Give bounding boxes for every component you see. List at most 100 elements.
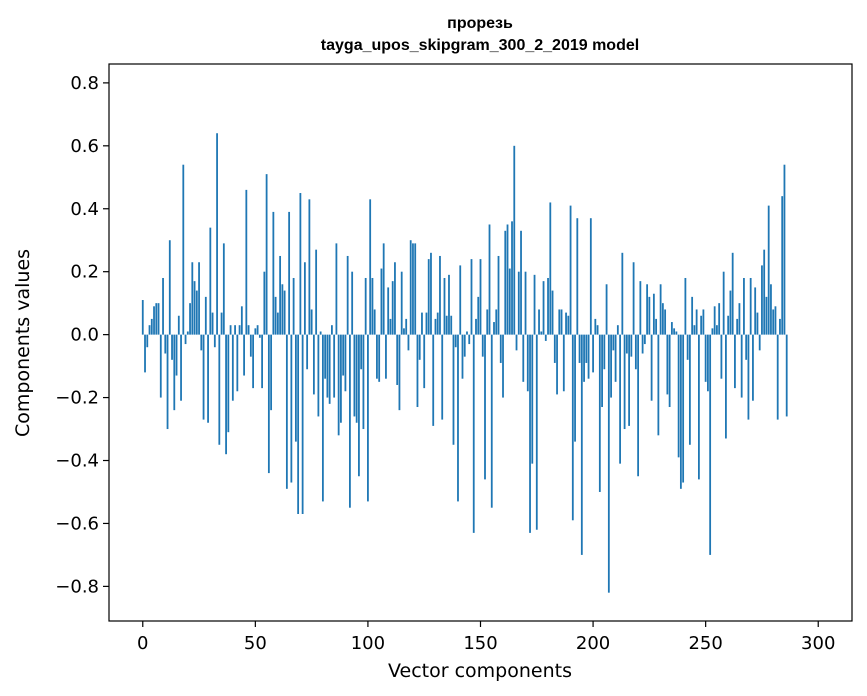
bar-75 [310,309,313,335]
bar-241 [684,277,687,335]
bar-221 [639,281,642,335]
bar-126 [425,312,428,335]
bar-8 [159,334,162,398]
bar-111 [391,281,394,335]
bar-147 [472,334,475,533]
bar-23 [193,281,196,335]
bar-177 [540,331,543,335]
bar-10 [164,334,167,354]
bar-229 [657,334,660,436]
bar-65 [288,211,291,335]
bar-200 [592,334,594,373]
bar-42 [236,334,239,392]
bar-171 [526,334,529,392]
bar-25 [198,262,200,335]
bar-180 [547,277,549,335]
bar-63 [283,290,286,335]
y-tick-label-8: 0.8 [70,73,99,94]
bar-242 [686,334,689,360]
bar-64 [285,334,288,489]
bar-257 [720,334,723,379]
bar-120 [412,243,414,335]
bar-136 [448,274,450,335]
bar-272 [754,287,757,335]
bar-197 [585,334,588,363]
x-axis-label: Vector components [388,660,572,682]
bar-100 [367,334,369,502]
bar-84 [331,325,333,335]
bar-148 [475,318,477,335]
bar-213 [621,252,624,335]
bar-4 [150,318,153,335]
bar-27 [202,334,205,420]
bar-263 [734,334,736,389]
bar-217 [630,334,633,357]
bar-262 [731,252,734,335]
bar-234 [668,334,671,408]
bar-265 [738,303,741,335]
bar-192 [574,334,576,442]
bar-107 [382,243,385,335]
bar-212 [619,334,621,464]
chart-subtitle: tayga_upos_skipgram_300_2_2019 model [321,37,639,54]
bar-202 [596,325,599,335]
bar-163 [508,268,511,335]
bar-67 [292,277,295,335]
bar-209 [612,334,615,351]
bar-44 [240,306,243,335]
bar-280 [772,309,775,335]
bar-78 [317,334,320,417]
bar-198 [587,334,590,379]
bar-38 [227,334,230,433]
bar-152 [484,334,486,480]
bar-158 [497,255,500,335]
bar-244 [691,296,694,335]
bar-166 [515,334,518,351]
bar-222 [641,334,644,354]
bar-21 [189,303,191,335]
bar-85 [333,334,336,398]
bar-141 [459,265,462,335]
bar-203 [598,334,601,492]
bar-31 [211,312,214,335]
bar-109 [387,287,390,335]
bar-135 [445,315,448,335]
bar-6 [155,303,158,335]
bar-33 [216,133,218,335]
bar-233 [666,334,669,395]
bar-183 [553,334,556,363]
bar-175 [535,334,538,530]
bar-46 [245,189,248,335]
bar-151 [481,334,484,357]
bar-132 [439,255,441,335]
plot-frame [108,63,853,622]
bar-259 [725,334,727,439]
bar-167 [517,271,520,335]
bar-57 [270,334,273,411]
x-tick-label-50: 50 [244,633,267,654]
bar-235 [670,322,673,335]
bar-261 [729,290,732,335]
bar-283 [779,318,781,335]
bar-170 [524,271,527,335]
bar-41 [234,325,236,335]
bar-232 [664,309,667,335]
x-tick-label-100: 100 [351,633,385,654]
bar-247 [698,334,700,480]
x-tick-label-300: 300 [801,633,835,654]
bar-128 [430,252,432,335]
bar-123 [418,334,421,360]
bar-184 [556,334,558,395]
bar-223 [643,334,646,345]
bar-29 [207,334,209,423]
bar-173 [531,334,534,464]
bar-239 [679,334,682,489]
bar-43 [238,325,241,335]
bar-185 [558,309,561,335]
bar-18 [182,164,185,335]
bar-54 [263,271,266,335]
bar-24 [195,290,198,335]
bar-28 [204,296,207,335]
bar-139 [454,334,457,348]
